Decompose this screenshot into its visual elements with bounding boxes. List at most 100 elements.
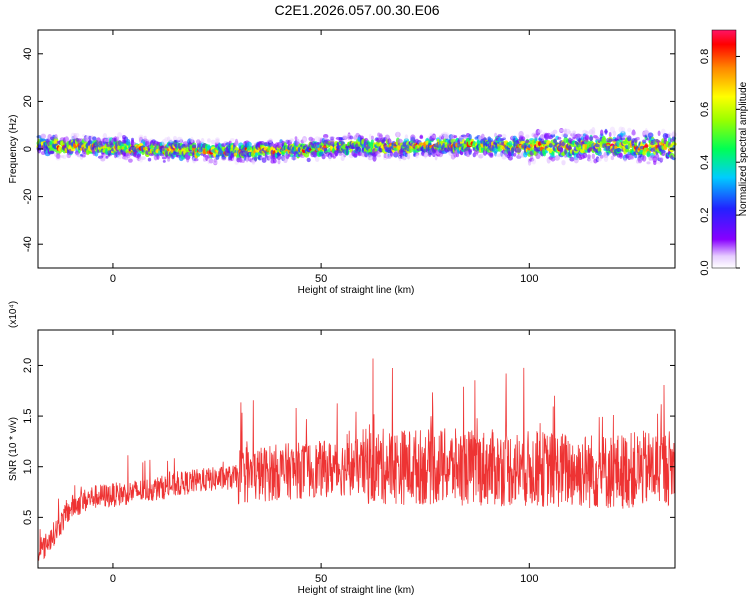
spectrogram-cell: [183, 143, 188, 148]
spectrogram-cell: [642, 151, 647, 156]
spectrogram-cell: [162, 160, 166, 163]
spectrogram-cell: [376, 154, 381, 158]
spectrogram-cell: [663, 137, 668, 142]
spectrogram-cell: [576, 133, 581, 139]
spectrogram-panel: 0 50 100 40 20 0 -20 -40 Height of straight li…: [8, 29, 677, 296]
spectrogram-cell: [254, 156, 257, 162]
spectrogram-cell: [553, 138, 557, 144]
spectrogram-cell: [245, 156, 249, 163]
colorbar-gradient: [711, 29, 737, 269]
spectrogram-cell: [56, 152, 60, 159]
spectrogram-cell: [501, 133, 507, 139]
spectrogram-cell: [657, 130, 661, 137]
spectrogram-cell: [569, 156, 575, 162]
snr-plot-frame: [37, 329, 676, 569]
spectrogram-cell: [75, 132, 80, 138]
spectrogram-cell: [289, 138, 294, 143]
spectrogram-cell: [603, 155, 609, 162]
colorbar-ticks: 0.0 0.2 0.4 0.6 0.8: [699, 49, 740, 276]
spectrogram-cell: [568, 130, 572, 135]
spectrogram-cell: [306, 157, 311, 163]
spectrogram-cell: [410, 134, 416, 141]
spectrogram-cell: [635, 136, 640, 141]
colorbar-tick-label: 0.8: [699, 49, 711, 64]
figure-title: C2E1.2026.057.00.30.E06: [274, 2, 439, 18]
spectrogram-cell: [368, 133, 372, 140]
spectrogram-cell: [634, 141, 638, 147]
spectrogram-cell: [659, 157, 664, 161]
spectrogram-cell: [230, 138, 235, 142]
spectrogram-cell: [179, 137, 183, 143]
spectrogram-cell: [191, 144, 197, 149]
spectrogram-cell: [474, 150, 479, 154]
spectrogram-cell: [642, 155, 647, 162]
spectrogram-cell: [535, 152, 541, 160]
spectrogram-cell: [595, 136, 600, 141]
colorbar-label: Normalized spectral amplitude: [738, 81, 749, 216]
snr-multiplier-label: (x10⁴): [8, 301, 19, 328]
spectrogram-cell: [531, 158, 536, 165]
spectrogram-y-ticks: 40 20 0 -20 -40: [22, 48, 675, 252]
spectrogram-cell: [431, 135, 437, 139]
spectrogram-cell: [240, 159, 245, 163]
spectrogram-cell: [599, 154, 604, 159]
spectrogram-cell: [525, 134, 530, 139]
spectrogram-cell: [277, 159, 281, 165]
spectrogram-cell: [127, 158, 133, 163]
spectrogram-cell: [521, 136, 526, 142]
spectrogram-cell: [190, 136, 194, 143]
spectrogram-cell: [168, 138, 173, 143]
spectrogram-cell: [616, 147, 622, 153]
spectrogram-cell: [608, 131, 612, 138]
spectrogram-cell: [619, 152, 623, 158]
spectrogram-cell: [630, 155, 633, 159]
spectrogram-cell: [468, 148, 473, 153]
spectrogram-cell: [105, 155, 109, 159]
spectrogram-cell: [620, 137, 626, 141]
spectrogram-cell: [314, 156, 320, 162]
spectrogram-cell: [246, 141, 252, 147]
spectrogram-cell: [661, 149, 666, 156]
spectrogram-cell: [559, 146, 564, 154]
spectrogram-cell: [550, 156, 556, 162]
spectrogram-cell: [107, 153, 111, 157]
spectrogram-cell: [349, 135, 354, 140]
spectrogram-cell: [291, 156, 297, 161]
spectrogram-cell: [156, 153, 160, 160]
spectrogram-cell: [610, 155, 615, 161]
colorbar-tick-label: 0.0: [699, 260, 711, 275]
snr-y-tick-label: 2.0: [22, 358, 34, 373]
spectrogram-cell: [345, 148, 349, 156]
colorbar-tick-label: 0.6: [699, 102, 711, 117]
spectrogram-cell: [631, 130, 637, 136]
spectrogram-cell: [608, 138, 613, 143]
spectrogram-y-axis-label: Frequency (Hz): [8, 115, 19, 184]
spectrogram-cell: [415, 153, 419, 159]
spectrogram-cell: [557, 136, 562, 140]
spectrogram-cell: [667, 137, 672, 144]
spectrogram-cell: [210, 139, 216, 144]
spectrogram-cell: [231, 157, 238, 162]
snr-series-line: [37, 358, 676, 561]
spectrogram-cell: [200, 137, 205, 144]
spectrogram-cell: [404, 134, 409, 140]
spectrogram-cell: [221, 156, 227, 161]
spectrogram-cell: [513, 152, 517, 157]
spectrogram-cell: [323, 136, 328, 140]
spectrogram-cell: [396, 131, 400, 138]
spectrogram-cell: [627, 127, 632, 133]
spectrogram-cell: [272, 158, 277, 164]
spectrogram-cell: [489, 153, 494, 158]
spectrogram-cell: [646, 150, 651, 158]
spectrogram-cell: [453, 135, 458, 139]
spectrogram-cell: [117, 154, 122, 159]
spectrogram-cell: [561, 159, 566, 165]
spectrogram-cell: [338, 152, 343, 156]
spectrogram-cell: [313, 152, 318, 158]
spectrogram-y-tick-label: -40: [22, 236, 34, 252]
spectrogram-cell: [117, 132, 123, 138]
spectrogram-cell: [268, 138, 273, 144]
spectrogram-cell: [642, 139, 647, 143]
spectrogram-cell: [644, 144, 649, 148]
